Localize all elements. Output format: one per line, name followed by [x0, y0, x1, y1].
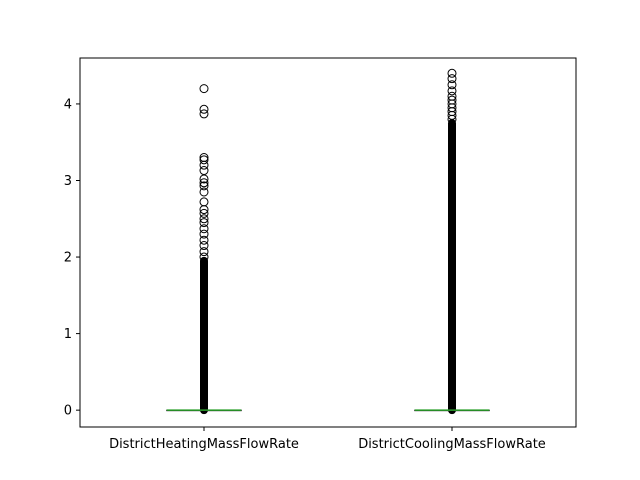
y-tick-label: 3 — [64, 174, 72, 189]
outlier-cluster — [448, 119, 456, 415]
outlier-point — [447, 91, 457, 101]
outlier-point — [199, 109, 209, 119]
outlier-point — [447, 74, 457, 84]
outlier-point — [447, 95, 457, 105]
x-axis: DistrictHeatingMassFlowRate DistrictCooli… — [109, 427, 546, 452]
outlier-point — [199, 241, 209, 251]
outlier-point — [199, 252, 209, 262]
outlier-point — [199, 247, 209, 257]
plot-frame — [79, 57, 577, 428]
outlier-point — [199, 218, 209, 228]
x-tick-label: DistrictHeatingMassFlowRate — [109, 437, 299, 452]
outlier-point — [199, 166, 209, 176]
outlier-point — [199, 214, 209, 224]
outlier-point — [199, 104, 209, 114]
outlier-point — [199, 229, 209, 239]
outlier-point — [199, 84, 209, 94]
outlier-point — [447, 86, 457, 96]
outlier-point — [199, 181, 209, 191]
outlier-point — [199, 235, 209, 245]
outlier-point — [199, 187, 209, 197]
y-tick-label: 0 — [64, 404, 72, 419]
fliers-layer — [199, 68, 457, 415]
y-axis: 0 1 2 3 4 — [64, 97, 80, 419]
outlier-point — [199, 153, 209, 163]
outlier-point — [199, 224, 209, 234]
boxes-layer — [166, 409, 490, 412]
outlier-point — [199, 155, 209, 165]
outlier-point — [199, 197, 209, 207]
outlier-point — [199, 178, 209, 188]
outlier-point — [199, 208, 209, 218]
x-tick-label: DistrictCoolingMassFlowRate — [358, 437, 546, 452]
y-tick-label: 1 — [64, 327, 72, 342]
outlier-cluster — [200, 256, 208, 415]
y-tick-label: 2 — [64, 251, 72, 266]
outlier-point — [447, 80, 457, 90]
outlier-point — [447, 68, 457, 78]
y-tick-label: 4 — [64, 97, 72, 112]
